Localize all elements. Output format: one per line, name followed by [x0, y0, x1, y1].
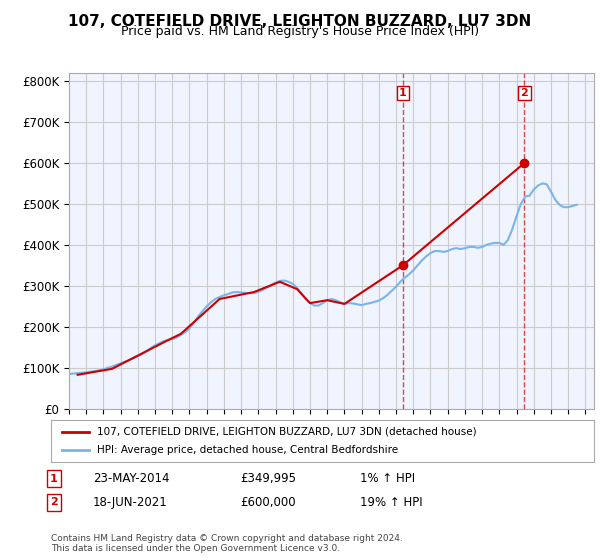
- Text: £600,000: £600,000: [240, 496, 296, 509]
- Text: 2: 2: [521, 88, 529, 98]
- Text: 107, COTEFIELD DRIVE, LEIGHTON BUZZARD, LU7 3DN: 107, COTEFIELD DRIVE, LEIGHTON BUZZARD, …: [68, 14, 532, 29]
- Text: Price paid vs. HM Land Registry's House Price Index (HPI): Price paid vs. HM Land Registry's House …: [121, 25, 479, 38]
- Text: 18-JUN-2021: 18-JUN-2021: [93, 496, 168, 509]
- Text: 107, COTEFIELD DRIVE, LEIGHTON BUZZARD, LU7 3DN (detached house): 107, COTEFIELD DRIVE, LEIGHTON BUZZARD, …: [97, 427, 477, 437]
- Text: 1: 1: [399, 88, 407, 98]
- Text: 23-MAY-2014: 23-MAY-2014: [93, 472, 170, 486]
- Text: 2: 2: [50, 497, 58, 507]
- Text: HPI: Average price, detached house, Central Bedfordshire: HPI: Average price, detached house, Cent…: [97, 445, 398, 455]
- Text: Contains HM Land Registry data © Crown copyright and database right 2024.
This d: Contains HM Land Registry data © Crown c…: [51, 534, 403, 553]
- Text: 1: 1: [50, 474, 58, 484]
- Text: 1% ↑ HPI: 1% ↑ HPI: [360, 472, 415, 486]
- Text: £349,995: £349,995: [240, 472, 296, 486]
- Text: 19% ↑ HPI: 19% ↑ HPI: [360, 496, 422, 509]
